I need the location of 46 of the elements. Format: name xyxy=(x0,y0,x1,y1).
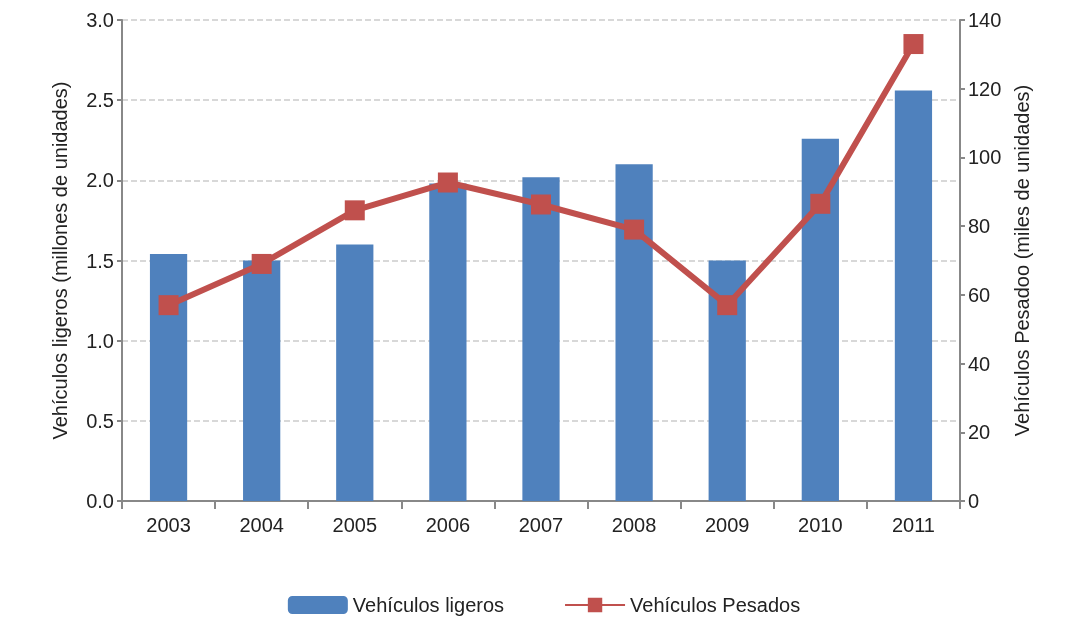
y-tick-label: 1.5 xyxy=(86,249,114,272)
x-tick-label: 2010 xyxy=(798,514,843,536)
bar xyxy=(708,260,746,501)
x-tick-label: 2009 xyxy=(704,514,750,536)
point xyxy=(344,200,365,221)
bar xyxy=(522,177,560,501)
y-tick-label: 2.5 xyxy=(86,89,114,112)
x-tick-label: 2003 xyxy=(146,514,191,536)
x-tick-label: 2011 xyxy=(891,514,935,536)
y-tick-label: 0.5 xyxy=(86,409,114,432)
bar xyxy=(615,164,653,501)
x-tick-label: 2004 xyxy=(239,514,284,536)
x-tick-label: 2006 xyxy=(425,514,471,536)
y-tick-label: 0.0 xyxy=(86,490,114,512)
point xyxy=(624,219,645,240)
legend-label: Vehículos Pesados xyxy=(630,594,801,616)
y-tick-label: 1.0 xyxy=(86,329,114,352)
x-tick-label: 2005 xyxy=(332,514,378,536)
y2-tick-label: 80 xyxy=(968,215,991,238)
y2-tick-label: 40 xyxy=(968,352,991,375)
point xyxy=(810,193,831,214)
y2-tick-label: 0 xyxy=(968,490,980,512)
bar xyxy=(243,260,281,501)
point xyxy=(437,172,458,193)
point xyxy=(531,194,551,215)
bar xyxy=(336,244,374,501)
bar xyxy=(149,254,188,501)
y2-tick-label: 100 xyxy=(968,146,1002,169)
y2-tick-label: 120 xyxy=(968,77,1002,100)
x-tick-label: 2008 xyxy=(611,514,657,536)
legend-label: Vehículos ligeros xyxy=(352,594,505,616)
point xyxy=(158,295,179,316)
point xyxy=(717,295,738,316)
x-tick-label: 2007 xyxy=(518,514,564,536)
bar xyxy=(429,183,467,501)
point xyxy=(251,253,272,274)
y2-axis-title: Vehículos Pesadoo (miles de unidades) xyxy=(1011,84,1034,437)
y-tick-label: 2.0 xyxy=(86,169,114,192)
y2-tick-label: 60 xyxy=(968,283,991,306)
y2-tick-label: 20 xyxy=(968,421,991,444)
bar xyxy=(801,138,839,501)
y2-tick-label: 140 xyxy=(968,9,1002,31)
y-axis-title: Vehículos ligeros (millones de unidades) xyxy=(49,81,71,440)
y-tick-label: 3.0 xyxy=(86,9,114,31)
bar xyxy=(894,90,933,501)
point xyxy=(903,34,924,55)
